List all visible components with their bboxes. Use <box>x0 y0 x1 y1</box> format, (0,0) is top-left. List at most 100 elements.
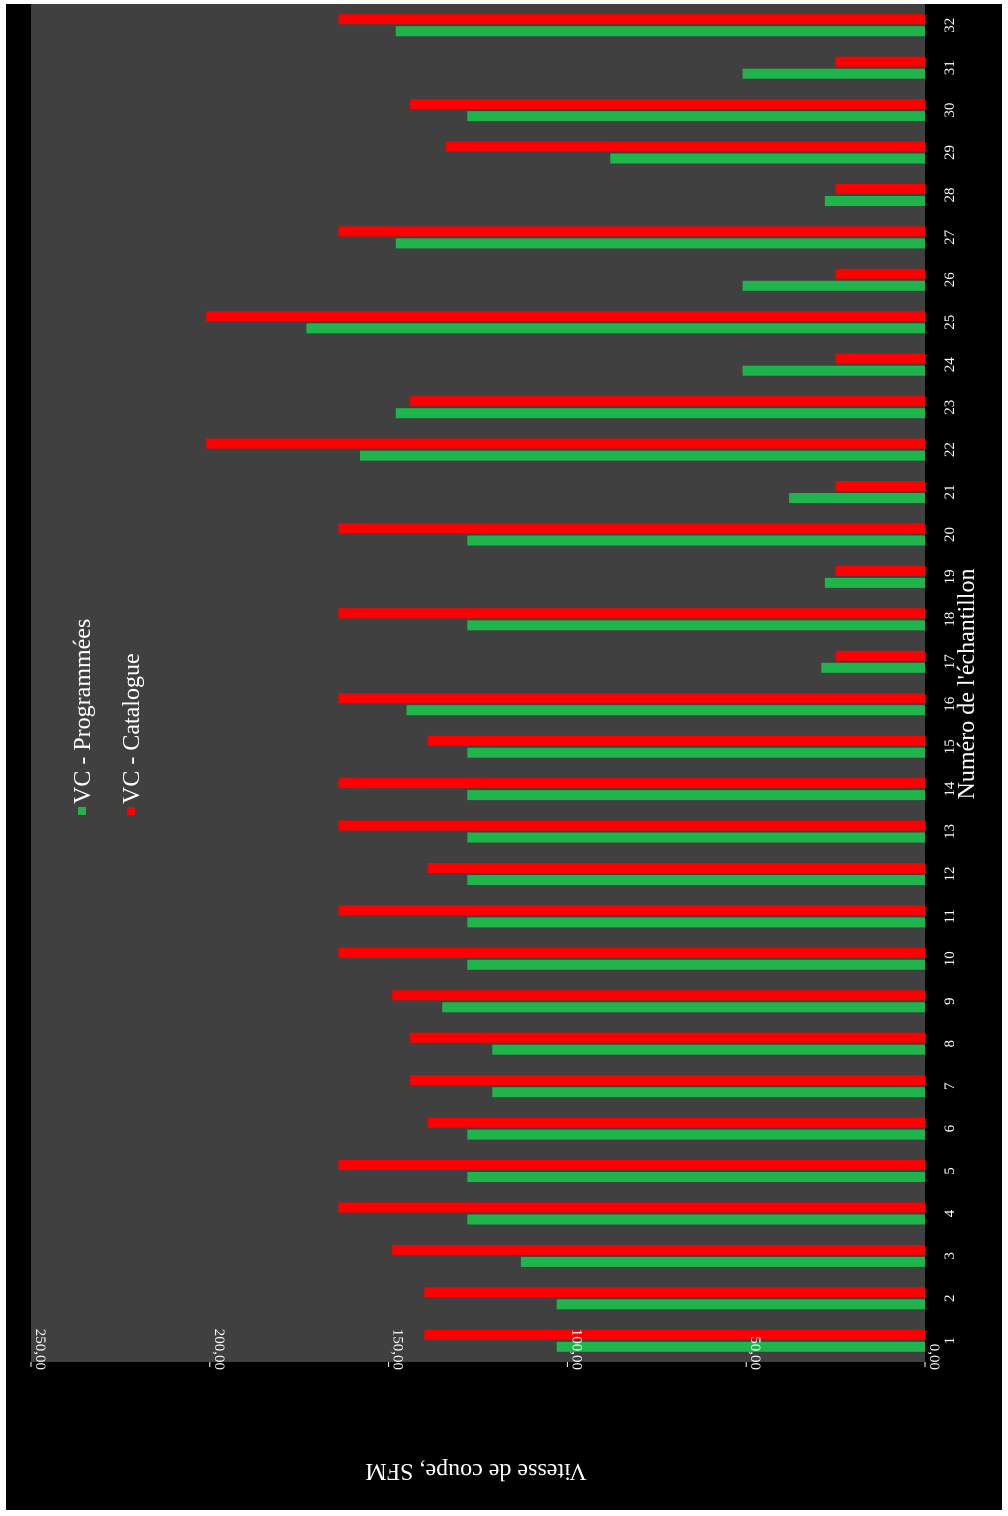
category-label-29: 29 <box>942 145 958 160</box>
bars-group <box>206 14 926 1352</box>
bar-programmees-11 <box>467 917 925 928</box>
legend-label-programmees: VC - Programmées <box>70 619 96 804</box>
bar-catalogue-29 <box>445 141 925 152</box>
value-tick-label-2: 100,00 <box>568 1329 584 1370</box>
bar-programmees-23 <box>395 408 925 419</box>
bar-programmees-4 <box>467 1214 925 1225</box>
value-tick-label-4: 200,00 <box>211 1329 227 1370</box>
category-label-1: 1 <box>942 1337 958 1345</box>
category-label-14: 14 <box>942 781 958 797</box>
bar-catalogue-15 <box>427 735 925 746</box>
bar-programmees-8 <box>492 1044 925 1055</box>
plot-area <box>31 4 925 1362</box>
bar-catalogue-18 <box>338 608 925 619</box>
category-label-7: 7 <box>942 1082 958 1090</box>
category-label-15: 15 <box>942 739 958 754</box>
bar-programmees-26 <box>742 280 925 291</box>
bar-catalogue-20 <box>338 523 925 534</box>
category-label-3: 3 <box>942 1252 958 1260</box>
bar-programmees-21 <box>789 493 925 503</box>
category-label-2: 2 <box>942 1295 958 1303</box>
bar-programmees-20 <box>467 535 925 546</box>
bar-catalogue-6 <box>427 1117 925 1128</box>
bar-catalogue-4 <box>338 1202 925 1213</box>
category-label-31: 31 <box>942 60 958 75</box>
category-label-19: 19 <box>942 569 958 584</box>
bar-catalogue-28 <box>835 184 925 194</box>
category-labels-group: 1234567891011121314151617181920212223242… <box>942 18 958 1345</box>
bar-programmees-5 <box>467 1172 925 1182</box>
category-label-8: 8 <box>942 1040 958 1048</box>
bar-catalogue-19 <box>835 565 925 576</box>
bar-programmees-12 <box>467 875 925 885</box>
value-tick-label-3: 150,00 <box>390 1329 406 1370</box>
bar-programmees-22 <box>360 450 925 461</box>
bar-catalogue-26 <box>835 268 925 279</box>
category-label-16: 16 <box>942 696 958 712</box>
category-label-4: 4 <box>942 1209 958 1217</box>
bar-catalogue-14 <box>338 778 925 789</box>
bar-programmees-15 <box>467 747 925 758</box>
value-ticks-group: 0,00 50,00 100,00 150,00 200,00 250,00 <box>30 1329 942 1370</box>
bar-catalogue-7 <box>410 1075 926 1086</box>
bar-programmees-31 <box>742 68 925 79</box>
bar-catalogue-24 <box>835 353 925 364</box>
value-tick-label-5: 250,00 <box>32 1329 48 1370</box>
bar-programmees-18 <box>467 620 925 631</box>
bar-programmees-6 <box>467 1129 925 1140</box>
category-label-11: 11 <box>942 909 958 923</box>
bar-catalogue-8 <box>410 1032 926 1043</box>
bar-catalogue-9 <box>392 990 925 1001</box>
category-label-13: 13 <box>942 824 958 839</box>
bar-programmees-13 <box>467 832 925 843</box>
value-axis-title: Vitesse de coupe, SFM <box>365 1458 586 1484</box>
category-label-30: 30 <box>942 103 958 118</box>
category-label-5: 5 <box>942 1167 958 1175</box>
category-label-27: 27 <box>942 229 958 245</box>
bar-catalogue-11 <box>338 905 925 916</box>
bar-programmees-27 <box>395 238 925 249</box>
legend-swatch-catalogue <box>127 807 135 815</box>
category-label-17: 17 <box>942 654 958 670</box>
category-label-20: 20 <box>942 527 958 542</box>
bar-catalogue-27 <box>338 226 925 237</box>
bar-programmees-1 <box>556 1341 925 1352</box>
category-label-18: 18 <box>942 612 958 627</box>
bar-catalogue-30 <box>410 99 926 110</box>
bar-catalogue-3 <box>392 1244 925 1255</box>
bar-catalogue-23 <box>410 396 926 407</box>
category-label-12: 12 <box>942 867 958 882</box>
legend-label-catalogue: VC - Catalogue <box>119 653 145 804</box>
bar-programmees-30 <box>467 111 925 122</box>
category-label-32: 32 <box>942 18 958 33</box>
category-label-28: 28 <box>942 188 958 203</box>
bar-programmees-16 <box>406 705 925 716</box>
category-label-26: 26 <box>942 272 958 288</box>
bar-catalogue-10 <box>338 947 925 958</box>
bar-programmees-2 <box>556 1299 925 1310</box>
bar-programmees-28 <box>824 196 925 206</box>
bar-programmees-25 <box>306 323 925 334</box>
category-label-23: 23 <box>942 400 958 415</box>
bar-programmees-19 <box>824 577 925 588</box>
category-label-25: 25 <box>942 315 958 330</box>
bar-programmees-17 <box>821 662 925 673</box>
value-tick-label-0: 0,00 <box>926 1344 942 1370</box>
category-label-9: 9 <box>942 998 958 1006</box>
bar-catalogue-17 <box>835 650 925 661</box>
bar-catalogue-16 <box>338 693 925 704</box>
bar-programmees-14 <box>467 790 925 801</box>
category-axis-title: Numéro de l'échantillon <box>954 569 980 800</box>
bar-catalogue-12 <box>427 863 925 873</box>
value-tick-label-1: 50,00 <box>747 1336 763 1370</box>
bar-catalogue-2 <box>424 1287 925 1298</box>
bar-catalogue-32 <box>338 14 925 25</box>
category-label-24: 24 <box>942 357 958 373</box>
bar-programmees-10 <box>467 959 925 970</box>
category-label-6: 6 <box>942 1124 958 1132</box>
category-label-10: 10 <box>942 951 958 966</box>
bar-catalogue-21 <box>835 481 925 491</box>
category-label-22: 22 <box>942 442 958 457</box>
bar-programmees-29 <box>610 153 925 164</box>
